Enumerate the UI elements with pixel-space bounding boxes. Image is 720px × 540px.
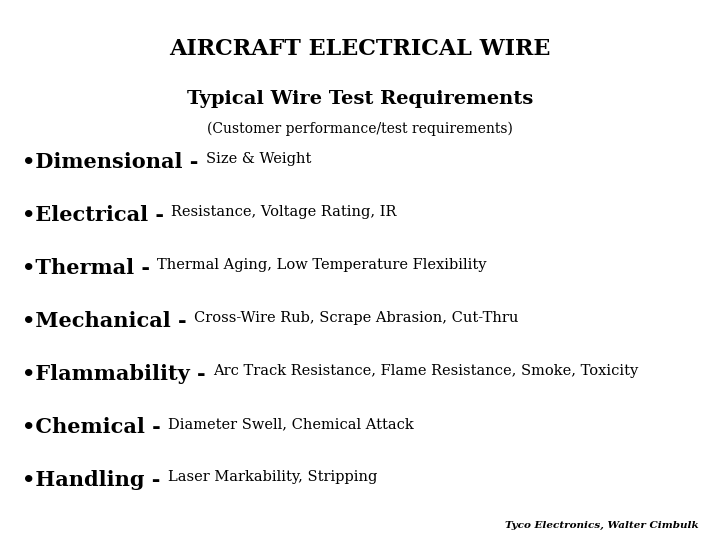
Text: Arc Track Resistance, Flame Resistance, Smoke, Toxicity: Arc Track Resistance, Flame Resistance, … [213, 364, 638, 378]
Text: •Mechanical -: •Mechanical - [22, 311, 194, 331]
Text: •Electrical -: •Electrical - [22, 205, 171, 225]
Text: •Thermal -: •Thermal - [22, 258, 157, 278]
Text: AIRCRAFT ELECTRICAL WIRE: AIRCRAFT ELECTRICAL WIRE [169, 38, 551, 60]
Text: Typical Wire Test Requirements: Typical Wire Test Requirements [187, 90, 533, 108]
Text: Size & Weight: Size & Weight [206, 152, 311, 166]
Text: •Dimensional -: •Dimensional - [22, 152, 206, 172]
Text: Tyco Electronics, Walter Cimbulk: Tyco Electronics, Walter Cimbulk [505, 521, 698, 530]
Text: Thermal Aging, Low Temperature Flexibility: Thermal Aging, Low Temperature Flexibili… [157, 258, 487, 272]
Text: •Flammability -: •Flammability - [22, 364, 213, 384]
Text: (Customer performance/test requirements): (Customer performance/test requirements) [207, 122, 513, 137]
Text: •Handling -: •Handling - [22, 470, 168, 490]
Text: Diameter Swell, Chemical Attack: Diameter Swell, Chemical Attack [168, 417, 414, 431]
Text: Resistance, Voltage Rating, IR: Resistance, Voltage Rating, IR [171, 205, 397, 219]
Text: Laser Markability, Stripping: Laser Markability, Stripping [168, 470, 377, 484]
Text: •Chemical -: •Chemical - [22, 417, 168, 437]
Text: Cross-Wire Rub, Scrape Abrasion, Cut-Thru: Cross-Wire Rub, Scrape Abrasion, Cut-Thr… [194, 311, 518, 325]
